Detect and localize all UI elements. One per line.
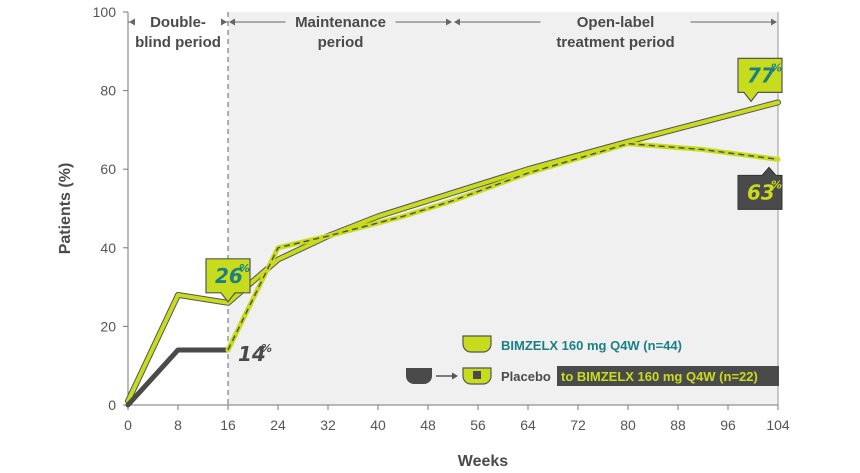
y-tick-label: 60 bbox=[100, 161, 116, 177]
period-arrow-head bbox=[221, 18, 227, 26]
x-tick-label: 32 bbox=[320, 417, 336, 433]
x-tick-label: 40 bbox=[370, 417, 386, 433]
x-tick-label: 8 bbox=[174, 417, 182, 433]
legend-label-placebo: Placebo bbox=[501, 369, 551, 384]
y-tick-label: 40 bbox=[100, 240, 116, 256]
x-tick-label: 48 bbox=[420, 417, 436, 433]
period-arrow-head bbox=[454, 18, 460, 26]
period-label: treatment period bbox=[556, 34, 674, 51]
period-0: Double-blind period bbox=[128, 14, 228, 51]
period-arrow-head bbox=[229, 18, 235, 26]
period-headers: Double-blind period Maintenance period Open… bbox=[128, 14, 777, 51]
placebo-switch-dash bbox=[227, 142, 779, 351]
y-tick-label: 0 bbox=[108, 397, 116, 413]
callout-14: 14% bbox=[238, 342, 272, 366]
callout-63: 63% bbox=[737, 166, 783, 210]
callout-value: 63 bbox=[747, 180, 775, 204]
callout-box bbox=[737, 166, 783, 210]
y-axis-title: Patients (%) bbox=[57, 163, 74, 255]
callout-box bbox=[737, 57, 783, 103]
x-tick-label: 24 bbox=[270, 417, 286, 433]
legend-item-bimzelx: BIMZELX 160 mg Q4W (n=44) bbox=[462, 335, 682, 353]
x-tick-label: 64 bbox=[520, 417, 536, 433]
x-tick-label: 72 bbox=[570, 417, 586, 433]
period-label: blind period bbox=[135, 34, 221, 51]
period-label: Open-label bbox=[577, 14, 655, 31]
callout-26: 26% bbox=[205, 258, 251, 303]
x-axis-title: Weeks bbox=[458, 453, 509, 470]
callout-suffix: % bbox=[239, 262, 250, 275]
placebo-line bbox=[125, 347, 231, 408]
period-arrow-head bbox=[771, 18, 777, 26]
legend-label-bimzelx: BIMZELX 160 mg Q4W (n=44) bbox=[501, 338, 682, 353]
callout-suffix: % bbox=[771, 178, 782, 191]
period-arrow-head bbox=[129, 18, 135, 26]
legend-arrow-head bbox=[452, 372, 458, 380]
legend: BIMZELX 160 mg Q4W (n=44) Placebo to BIMZE… bbox=[406, 335, 779, 386]
callout-suffix: % bbox=[261, 342, 272, 355]
x-tick-label: 0 bbox=[124, 417, 132, 433]
x-tick-label: 80 bbox=[620, 417, 636, 433]
legend-item-placebo: Placebo to BIMZELX 160 mg Q4W (n=22) bbox=[406, 366, 779, 386]
callout-box bbox=[205, 258, 251, 303]
legend-swatch-bimzelx bbox=[462, 335, 492, 353]
y-tick-label: 20 bbox=[100, 318, 116, 334]
callout-value: 77 bbox=[747, 63, 775, 87]
period-2: Open-label treatment period bbox=[454, 14, 777, 51]
callout-suffix: % bbox=[771, 61, 782, 74]
legend-swatch-placebo bbox=[406, 368, 432, 384]
period-label: Double- bbox=[150, 14, 206, 31]
x-tick-label: 104 bbox=[766, 417, 790, 433]
x-tick-label: 16 bbox=[220, 417, 236, 433]
callout-77: 77% bbox=[737, 57, 783, 103]
y-tick-label: 100 bbox=[93, 4, 117, 20]
x-tick-label: 88 bbox=[670, 417, 686, 433]
series-lines bbox=[125, 99, 781, 408]
callout-value: 14 bbox=[238, 342, 266, 366]
period-label: Maintenance bbox=[295, 14, 386, 31]
legend-label-switch: to BIMZELX 160 mg Q4W (n=22) bbox=[561, 369, 758, 384]
y-tick-label: 80 bbox=[100, 83, 116, 99]
callouts: 26%14%77%63% bbox=[205, 57, 783, 366]
callout-value: 26 bbox=[215, 264, 243, 288]
bimzelx-line bbox=[126, 100, 780, 404]
period-arrow-head bbox=[446, 18, 452, 26]
period-label: period bbox=[318, 34, 364, 51]
period-1: Maintenance period bbox=[229, 14, 452, 51]
maintenance-open-label-shading bbox=[228, 12, 778, 405]
legend-highlight bbox=[557, 366, 779, 386]
x-tick-label: 56 bbox=[470, 417, 486, 433]
x-tick-label: 96 bbox=[720, 417, 736, 433]
legend-swatch-square bbox=[473, 371, 481, 379]
